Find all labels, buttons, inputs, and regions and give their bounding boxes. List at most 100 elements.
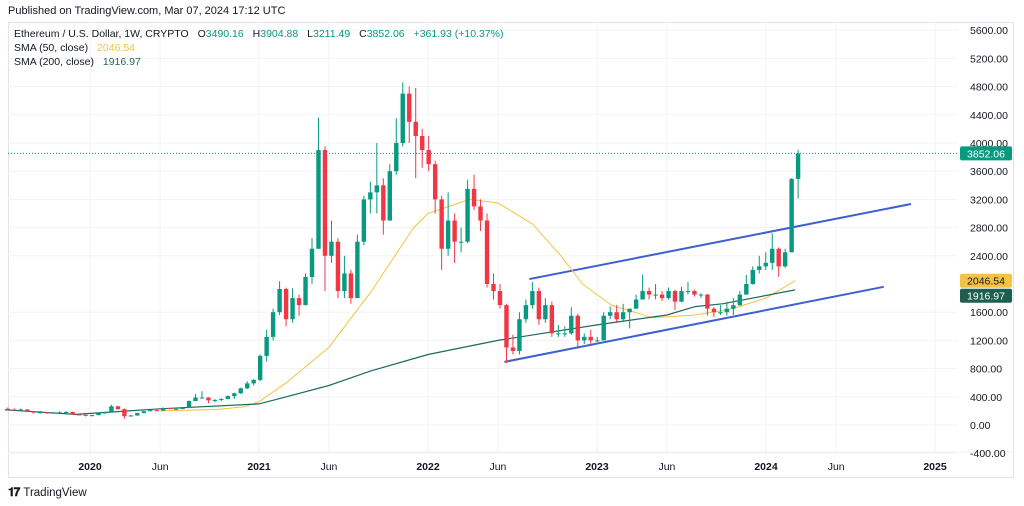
candle-up [316,117,321,249]
time-axis[interactable]: 2020 Jun 2021 Jun 2022 Jun 2023 Jun 2024 Jun 2025 [78,461,947,473]
candle-body [750,269,755,284]
candle-body [627,308,632,313]
y-tick-label: 0.00 [970,420,991,432]
x-tick-label: 2023 [585,461,609,473]
candle-body [374,185,380,193]
candle-body [653,294,658,296]
candle-body [251,379,256,384]
candle-body [731,305,736,309]
candle-body [782,252,788,267]
candle-up [607,306,613,320]
candle-body [387,171,392,221]
price-axis[interactable]: 5600.005200.004800.004400.004000.003600.… [970,25,1008,460]
candle-up [303,273,308,306]
candle-body [18,409,23,411]
candle-down [206,397,211,404]
candle-body [38,412,43,414]
candle-body [57,412,62,414]
candle-body [257,355,263,380]
candle-down [296,294,302,316]
candle-body [219,398,224,400]
candle-down [692,289,697,297]
y-tick-label: 1600.00 [970,307,1008,319]
candle-body [633,299,639,309]
channel-lines[interactable] [504,203,912,363]
candle-body [523,305,529,320]
candle-body [413,121,418,136]
candle-up [737,291,743,306]
candle-body [135,413,140,416]
candle-body [601,315,606,341]
price-tag-label: 3852.06 [967,148,1005,160]
candle-body [322,150,328,256]
candle-body [290,298,295,320]
candle-down [588,329,593,344]
candle-up [38,410,43,414]
candle-body [640,291,645,300]
candle-body [303,276,308,306]
sma200-value: 1916.97 [102,56,141,68]
candle-up [523,299,529,323]
candle-up [685,281,691,295]
candle-body [316,150,321,249]
close-value: 3852.06 [366,28,405,40]
y-tick-label: 1200.00 [970,335,1008,347]
low-value: 3211.49 [312,28,351,40]
candle-up [757,255,762,274]
x-tick-label: Jun [489,461,506,473]
candle-body [309,248,315,277]
price-tag-bg [960,288,1012,303]
candle-up [219,398,224,402]
y-tick-label: 3200.00 [970,194,1008,206]
tradingview-logo[interactable]: 𝟏𝟕 TradingView [8,485,87,500]
candle-up [465,179,470,244]
candle-body [167,408,172,410]
candle-up [270,308,276,341]
candle-body [193,397,198,402]
candle-up [601,312,606,341]
candle-body [679,291,684,302]
y-tick-label: 3600.00 [970,166,1008,178]
candle-body [25,409,30,412]
x-tick-label: 2022 [416,461,440,473]
candle-up [277,281,282,316]
candle-up [445,192,451,256]
candle-down [549,301,555,337]
candle-up [309,238,315,284]
sma200-row[interactable]: SMA (200, close) 1916.97 [14,55,503,69]
candle-up [199,391,205,399]
candle-body [718,312,723,314]
candle-up [770,233,775,270]
candle-body [225,396,231,399]
candle-up [102,411,108,414]
candle-up [374,143,380,214]
candle-up [128,414,134,417]
candle-body [329,241,334,256]
candle-down [491,273,496,300]
sma50-row[interactable]: SMA (50, close) 2046.54 [14,41,503,55]
symbol-title[interactable]: Ethereum / U.S. Dollar, 1W, CRYPTO [14,28,189,40]
candle-up [653,284,658,300]
candle-body [400,93,405,143]
grid [8,22,1014,454]
candle-body [232,393,237,397]
candle-up [361,195,367,246]
high-value: 3904.88 [260,28,299,40]
candle-up [569,307,574,335]
candle-up [679,286,684,303]
candle-body [770,248,775,263]
candle-up [640,274,645,300]
candle-up [186,400,192,409]
candle-body [685,291,691,293]
candle-up [50,411,56,414]
candle-body [199,397,205,399]
candle-body [342,273,347,292]
candle-body [115,406,121,410]
candle-body [355,241,360,299]
candle-body [180,408,185,410]
y-tick-label: 5200.00 [970,53,1008,65]
x-tick-label: Jun [152,461,169,473]
candle-body [737,294,743,306]
candle-down [452,213,457,263]
